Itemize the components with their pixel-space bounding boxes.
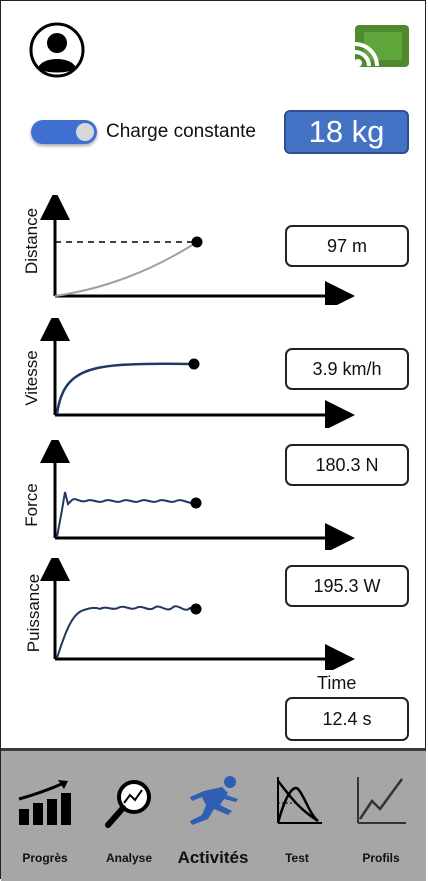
constant-load-toggle[interactable] — [31, 120, 97, 144]
force-curve — [56, 491, 195, 538]
distance-chart: Distance — [0, 195, 360, 305]
nav-item-test[interactable]: Test — [253, 751, 341, 881]
constant-load-label: Charge constante — [106, 121, 256, 142]
distance-value: 97 m — [285, 225, 409, 267]
weight-value-button[interactable]: 18 kg — [284, 110, 409, 154]
speed-end-dot — [188, 358, 200, 370]
force-plot — [40, 440, 355, 550]
user-avatar-icon[interactable] — [29, 22, 85, 78]
test-curve-icon — [276, 777, 322, 824]
nav-item-profils[interactable]: Profils — [337, 751, 425, 881]
power-plot — [40, 558, 355, 670]
speed-curve — [55, 362, 195, 415]
distance-curve — [54, 241, 198, 297]
time-label: Time — [317, 673, 357, 693]
force-end-dot — [190, 497, 202, 509]
power-chart: Puissance — [0, 558, 360, 670]
distance-axis-label: Distance — [22, 207, 41, 275]
bottom-nav: Progrès Analyse Activités Test — [1, 748, 426, 881]
power-end-dot — [190, 603, 202, 615]
nav-label-progres: Progrès — [22, 851, 68, 865]
runner-icon — [190, 776, 238, 825]
profile-chart-icon — [357, 777, 406, 824]
force-chart: Force — [0, 440, 360, 550]
distance-end-dot — [191, 236, 203, 248]
power-axis-label: Puissance — [24, 573, 43, 653]
progress-bars-icon — [18, 780, 71, 825]
nav-label-test: Test — [285, 851, 309, 865]
distance-plot — [40, 195, 355, 305]
nav-label-analyse: Analyse — [105, 851, 153, 865]
nav-label-profils: Profils — [362, 851, 400, 865]
speed-chart: Vitesse — [0, 318, 360, 428]
power-curve — [56, 605, 195, 659]
speed-plot — [40, 318, 355, 428]
speed-value: 3.9 km/h — [285, 348, 409, 390]
nav-item-analyse[interactable]: Analyse — [85, 751, 173, 881]
power-value: 195.3 W — [285, 565, 409, 607]
nav-label-activites: Activités — [177, 848, 249, 867]
time-value: 12.4 s — [285, 697, 409, 741]
force-value: 180.3 N — [285, 444, 409, 486]
cast-icon[interactable] — [352, 22, 412, 70]
toggle-knob — [76, 123, 94, 141]
nav-item-progres[interactable]: Progrès — [1, 751, 89, 881]
speed-axis-label: Vitesse — [22, 350, 41, 406]
force-axis-label: Force — [22, 483, 41, 527]
magnifier-chart-icon — [105, 780, 151, 828]
nav-item-activites[interactable]: Activités — [169, 751, 257, 881]
